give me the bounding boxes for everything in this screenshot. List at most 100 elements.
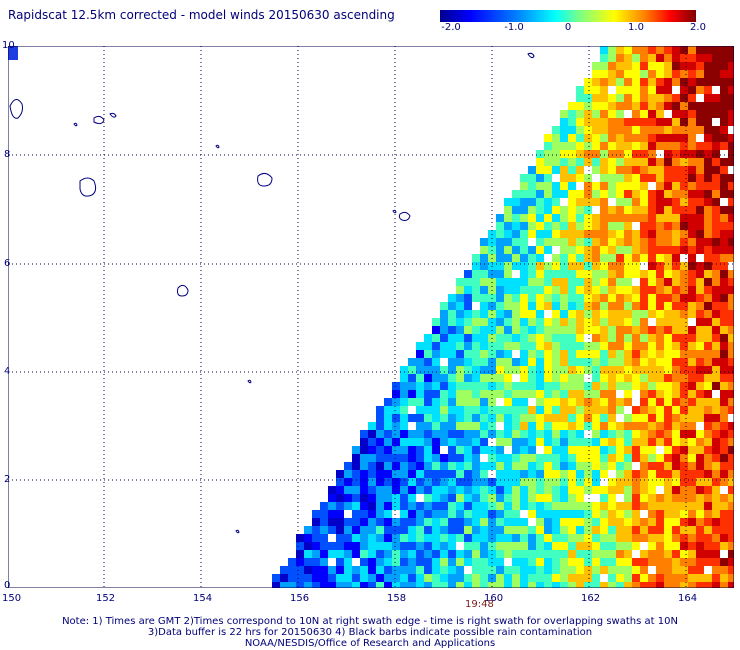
wind-cell [608,582,616,590]
wind-cell [696,214,704,222]
wind-cell [504,238,512,246]
wind-cell [640,166,648,174]
wind-cell [520,390,528,398]
wind-cell [392,382,400,390]
wind-cell [712,94,720,102]
wind-cell [648,254,656,262]
wind-cell [544,462,552,470]
wind-cell [680,94,688,102]
wind-cell [448,502,456,510]
wind-cell [464,350,472,358]
wind-cell [408,390,416,398]
wind-cell [536,438,544,446]
wind-cell [720,366,728,374]
wind-cell [672,310,680,318]
wind-cell [336,574,344,582]
wind-cell [688,342,696,350]
wind-cell [688,278,696,286]
wind-cell [392,486,400,494]
wind-cell [616,438,624,446]
wind-cell [536,574,544,582]
wind-cell [616,110,624,118]
wind-cell [536,174,544,182]
wind-cell [656,182,664,190]
wind-cell [536,406,544,414]
wind-cell [592,230,600,238]
wind-cell [600,142,608,150]
wind-cell [720,558,728,566]
wind-cell [656,526,664,534]
wind-cell [656,342,664,350]
wind-cell [528,494,536,502]
wind-cell [704,342,712,350]
wind-cell [728,294,736,302]
wind-cell [600,54,608,62]
wind-cell [576,166,584,174]
wind-cell [664,390,672,398]
wind-cell [720,470,728,478]
wind-cell [712,350,720,358]
wind-cell [608,246,616,254]
wind-cell [416,462,424,470]
wind-cell [664,510,672,518]
wind-cell [648,94,656,102]
wind-cell [456,462,464,470]
wind-cell [448,462,456,470]
wind-cell [576,430,584,438]
wind-cell [648,54,656,62]
wind-cell [664,94,672,102]
wind-cell [504,294,512,302]
wind-cell [616,198,624,206]
wind-cell [696,182,704,190]
wind-cell [568,358,576,366]
wind-cell [456,470,464,478]
wind-cell [664,78,672,86]
wind-cell [656,582,664,590]
wind-cell [608,126,616,134]
wind-cell [344,534,352,542]
wind-cell [680,270,688,278]
wind-cell [416,350,424,358]
wind-cell [640,486,648,494]
wind-cell [600,246,608,254]
wind-cell [528,334,536,342]
wind-cell [600,358,608,366]
wind-cell [656,78,664,86]
wind-cell [280,582,288,590]
wind-cell [632,118,640,126]
wind-cell [344,502,352,510]
wind-cell [560,278,568,286]
wind-cell [664,54,672,62]
wind-cell [432,422,440,430]
wind-cell [624,182,632,190]
wind-cell [592,134,600,142]
wind-cell [424,334,432,342]
wind-cell [672,278,680,286]
wind-cell [336,494,344,502]
wind-cell [640,126,648,134]
wind-cell [720,526,728,534]
wind-cell [320,502,328,510]
wind-cell [496,350,504,358]
wind-cell [664,198,672,206]
wind-cell [704,150,712,158]
wind-cell [416,582,424,590]
wind-cell [576,262,584,270]
wind-cell [712,238,720,246]
wind-cell [432,502,440,510]
wind-cell [632,534,640,542]
wind-cell [544,262,552,270]
wind-cell [608,494,616,502]
wind-cell [384,494,392,502]
wind-cell [680,342,688,350]
wind-cell [672,62,680,70]
wind-cell [688,454,696,462]
wind-cell [680,166,688,174]
wind-cell [624,510,632,518]
wind-cell [416,526,424,534]
wind-cell [696,518,704,526]
wind-cell [712,158,720,166]
wind-cell [672,350,680,358]
wind-cell [664,166,672,174]
wind-cell [720,390,728,398]
